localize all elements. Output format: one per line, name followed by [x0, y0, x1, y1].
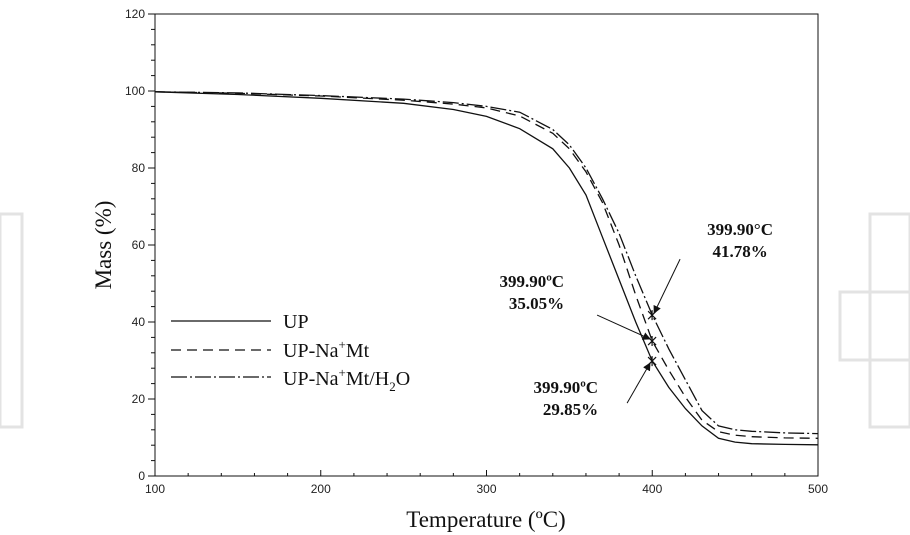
x-tick-label: 500: [808, 482, 828, 496]
annotation-arrow: [653, 258, 681, 314]
annotation-temperature: 399.90ºC: [533, 378, 598, 397]
series-up-namt-h2o: [154, 91, 819, 435]
annotation-temperature: 399.90°C: [707, 220, 773, 239]
legend-label-up-namt-h2o: UP-Na+Mt/H2O: [283, 365, 410, 394]
legend: UP UP-Na+Mt UP-Na+Mt/H2O: [171, 311, 410, 394]
series-up: [154, 91, 819, 446]
annotations: 399.90°C 41.78% 399.90ºC 35.05% 399.90ºC 29.8…: [499, 220, 773, 419]
background-watermark: [0, 212, 910, 429]
plot-frame: [154, 13, 819, 477]
y-tick-label: 100: [125, 84, 145, 98]
y-tick-label: 120: [125, 7, 145, 21]
annotation-mass: 35.05%: [509, 294, 564, 313]
x-tick-label: 300: [476, 482, 496, 496]
x-tick-label: 200: [311, 482, 331, 496]
series-up-namt: [154, 91, 819, 439]
annotation-0: 399.90°C 41.78%: [647, 220, 773, 321]
legend-label-up-namt: UP-Na+Mt: [283, 337, 370, 362]
y-tick-label: 80: [132, 161, 146, 175]
x-tick-label: 400: [642, 482, 662, 496]
y-axis-title: Mass (%): [91, 201, 116, 290]
y-axis: 0 20 40 60 80 100 120: [125, 7, 155, 483]
annotation-arrow: [596, 314, 651, 340]
annotation-2: 399.90ºC 29.85%: [533, 356, 657, 419]
annotation-temperature: 399.90ºC: [499, 272, 564, 291]
annotation-arrow: [626, 362, 651, 404]
annotation-mass: 41.78%: [712, 242, 767, 261]
y-tick-label: 0: [138, 469, 145, 483]
x-axis-title: Temperature (ºC): [406, 507, 565, 532]
y-tick-label: 20: [132, 392, 146, 406]
y-tick-label: 60: [132, 238, 146, 252]
series-lines: [154, 91, 819, 446]
annotation-1: 399.90ºC 35.05%: [499, 272, 657, 347]
x-tick-label: 100: [145, 482, 165, 496]
legend-label-up: UP: [283, 311, 309, 333]
x-axis: 100 200 300 400 500: [145, 470, 828, 496]
annotation-mass: 29.85%: [543, 400, 598, 419]
y-tick-label: 40: [132, 315, 146, 329]
